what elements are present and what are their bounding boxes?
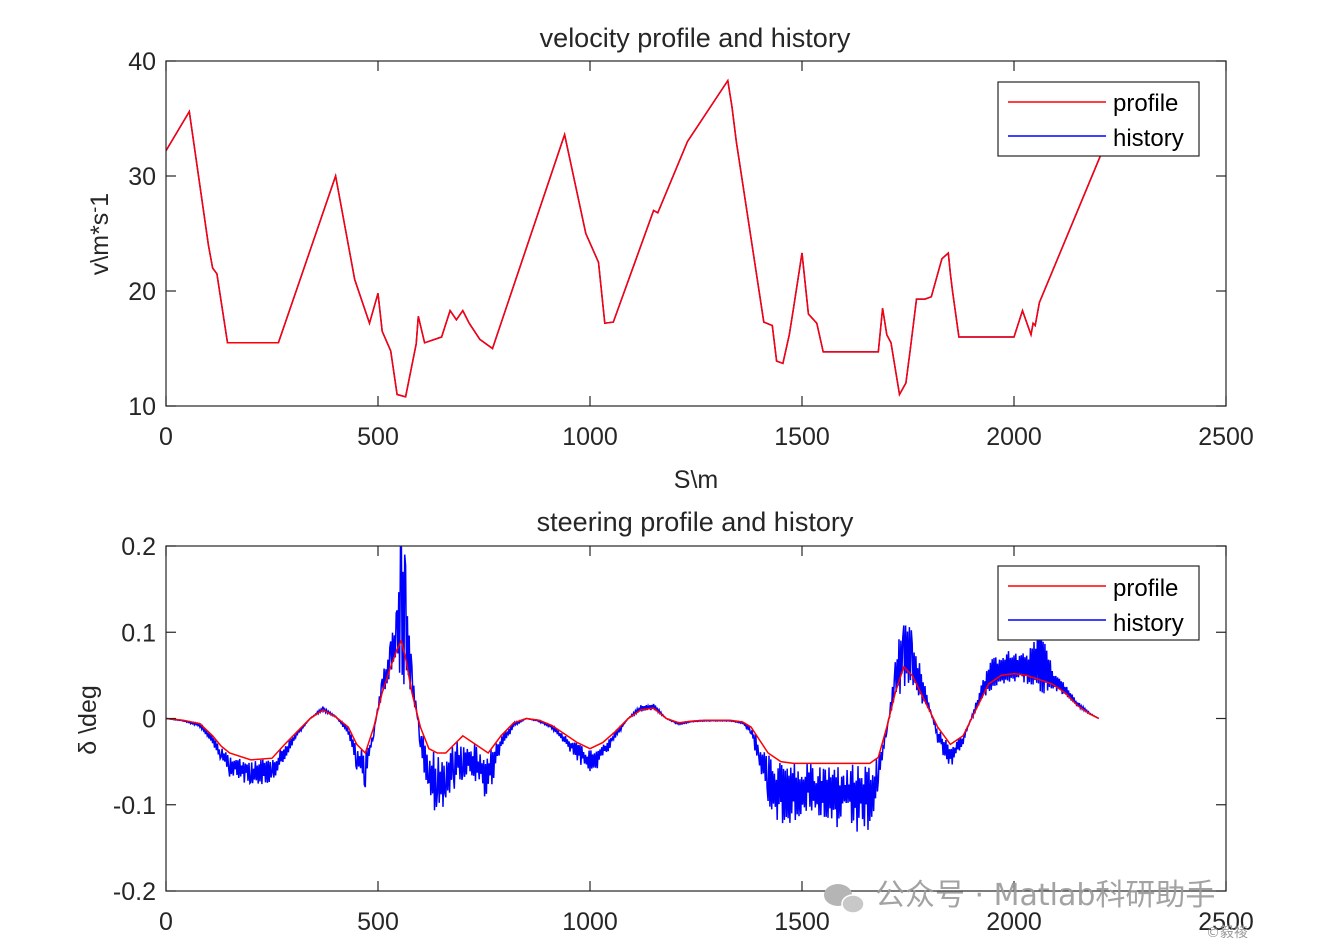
steering-ytick-label: 0.2: [121, 533, 156, 561]
velocity-title: velocity profile and history: [540, 23, 851, 53]
velocity-xtick-label: 1500: [774, 423, 830, 451]
velocity-axes-box: [165, 60, 1227, 407]
steering-xtick-label: 0: [159, 908, 173, 936]
velocity-xtick-label: 1000: [562, 423, 618, 451]
watermark-text: 公众号 · Matlab科研助手: [875, 878, 1215, 913]
velocity-series-profile: [166, 78, 1104, 398]
velocity-xlabel: S\m: [674, 466, 718, 494]
steering-title: steering profile and history: [537, 507, 854, 537]
velocity-xtick-label: 0: [159, 423, 173, 451]
watermark-corner: ©毅祾: [1206, 924, 1248, 941]
velocity-xtick-label: 2000: [986, 423, 1042, 451]
steering-xtick-label: 500: [357, 908, 399, 936]
velocity-ytick-label: 20: [128, 278, 156, 306]
velocity-series-history: [166, 78, 1104, 398]
steering-series-history: [166, 546, 1100, 832]
velocity-legend-profile-label: profile: [1113, 90, 1178, 117]
steering-xtick-label: 2500: [1198, 908, 1254, 936]
wechat-icon: [824, 884, 865, 914]
steering-subplot: steering profile and history 0 500 1000 150…: [74, 507, 1254, 936]
steering-ytick-label: 0: [142, 706, 156, 734]
velocity-ytick-label: 40: [128, 48, 156, 76]
steering-xtick-label: 1500: [774, 908, 830, 936]
velocity-ytick-label: 10: [128, 393, 156, 421]
velocity-legend[interactable]: profile history: [997, 81, 1200, 157]
velocity-xtick-label: 500: [357, 423, 399, 451]
steering-ylabel: δ \deg: [74, 685, 102, 755]
steering-xtick-label: 1000: [562, 908, 618, 936]
steering-ytick-label: 0.1: [121, 619, 156, 647]
steering-legend-profile-label: profile: [1113, 575, 1178, 602]
steering-xtick-label: 2000: [986, 908, 1042, 936]
velocity-ylabel: v\m*s-1: [84, 193, 114, 275]
steering-legend-history-label: history: [1113, 610, 1184, 637]
velocity-ytick-label: 30: [128, 163, 156, 191]
steering-legend[interactable]: profile history: [997, 565, 1200, 641]
velocity-legend-history-label: history: [1113, 125, 1184, 152]
steering-ytick-label: -0.2: [113, 878, 156, 906]
steering-ytick-label: -0.1: [113, 792, 156, 820]
velocity-subplot: velocity profile and history 0 500 1000 150…: [84, 23, 1254, 494]
steering-series-profile: [166, 638, 1100, 765]
velocity-xtick-label: 2500: [1198, 423, 1254, 451]
watermark: 公众号 · Matlab科研助手 ©毅祾: [824, 878, 1248, 941]
